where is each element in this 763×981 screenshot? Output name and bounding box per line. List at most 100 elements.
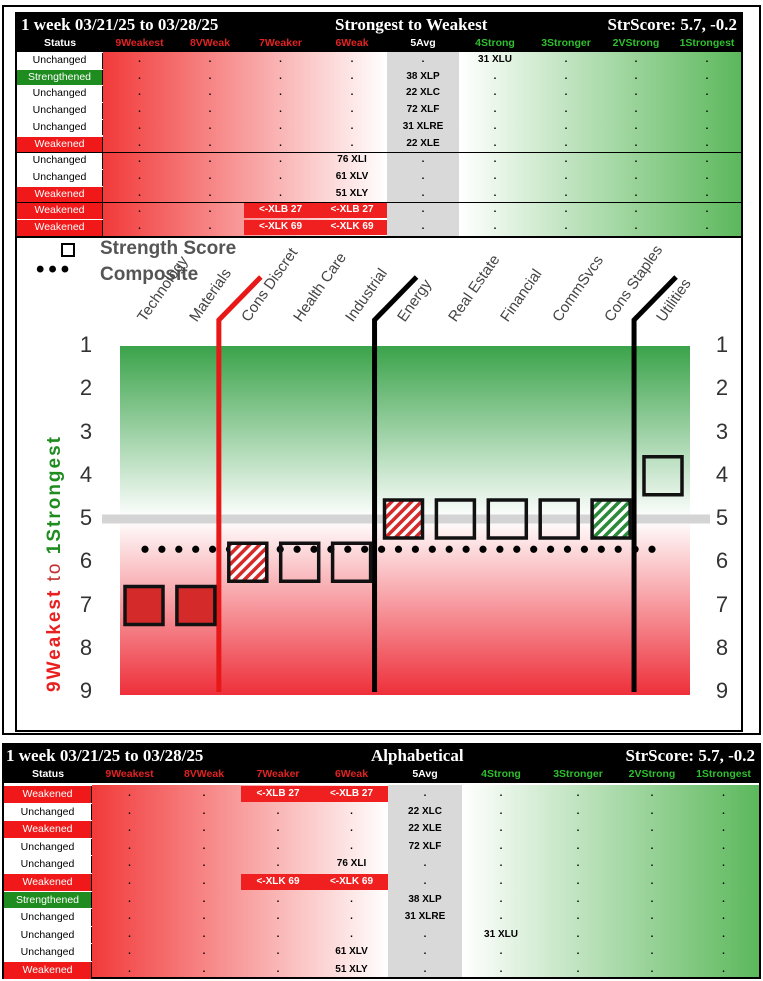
table-cell: . bbox=[138, 104, 141, 116]
table-cell: 31 XLU bbox=[484, 928, 518, 940]
table-cell: . bbox=[350, 120, 354, 132]
table-cell: 22 XLC bbox=[408, 805, 442, 817]
rank-tick-right: 3 bbox=[715, 418, 729, 444]
table-cell: . bbox=[576, 788, 580, 799]
status-badge: Strengthened bbox=[4, 891, 92, 909]
column-header: 6Weak bbox=[335, 37, 369, 49]
table-cell: . bbox=[421, 154, 425, 166]
bottom-strscore: StrScore: 5.7, -0.2 bbox=[625, 746, 755, 765]
table-cell: . bbox=[421, 187, 425, 199]
status-badge: Unchanged bbox=[17, 53, 103, 69]
table-cell: . bbox=[576, 928, 580, 940]
status-badge: Weakened bbox=[17, 203, 103, 219]
table-cell: . bbox=[493, 120, 497, 132]
table-cell: . bbox=[564, 170, 568, 182]
table-cell: . bbox=[350, 823, 353, 835]
table-cell: <-XLK 69 bbox=[315, 874, 388, 890]
legend-label-composite: Composite bbox=[100, 264, 199, 285]
chart-panel bbox=[15, 238, 743, 732]
table-cell: 31 XLU bbox=[478, 54, 512, 65]
table-cell: . bbox=[279, 54, 282, 65]
table-cell: . bbox=[276, 858, 280, 870]
table-cell: . bbox=[208, 154, 212, 166]
table-row: Weakened.. <-XLB 27 <-XLB 27..... bbox=[4, 785, 759, 803]
column-header: 3Stronger bbox=[553, 768, 603, 780]
table-row: Unchanged.... 22 XLC.... bbox=[4, 803, 759, 821]
rank-tick-left: 8 bbox=[79, 634, 93, 660]
rank-tick-left: 4 bbox=[79, 461, 93, 487]
table-cell: . bbox=[564, 70, 568, 82]
rank-tick-left: 9 bbox=[79, 678, 93, 703]
table-cell: . bbox=[208, 170, 212, 182]
status-badge: Unchanged bbox=[4, 838, 92, 856]
table-cell: <-XLB 27 bbox=[315, 786, 388, 802]
table-cell: . bbox=[128, 876, 131, 887]
status-badge: Weakened bbox=[17, 136, 103, 153]
table-cell: . bbox=[722, 928, 725, 940]
table-row: Strengthened.... 38 XLP.... bbox=[17, 69, 741, 86]
table-cell: . bbox=[350, 54, 354, 65]
table-cell: . bbox=[128, 823, 131, 835]
top-table: 1 week 03/21/25 to 03/28/25 Strongest to… bbox=[15, 12, 743, 238]
table-cell: . bbox=[138, 221, 141, 232]
table-cell: . bbox=[423, 858, 427, 870]
table-cell: . bbox=[576, 946, 580, 958]
table-row: Weakened.... 22 XLE.... bbox=[17, 136, 741, 153]
table-cell: . bbox=[138, 137, 141, 149]
table-cell: . bbox=[423, 964, 427, 975]
bottom-column-headers: Status 9Weakest 8VWeak 7Weaker 6Weak 5Avg 4Str… bbox=[4, 767, 759, 783]
column-header: Status bbox=[43, 37, 77, 49]
table-cell: . bbox=[138, 187, 141, 199]
table-cell: 61 XLV bbox=[335, 170, 369, 182]
column-header: 2VStrong bbox=[612, 37, 660, 49]
status-badge: Unchanged bbox=[4, 909, 92, 926]
column-header: 6Weak bbox=[334, 768, 369, 780]
table-row: Weakened... 51 XLY..... bbox=[4, 961, 759, 979]
table-cell: . bbox=[138, 154, 141, 166]
avg-column-band bbox=[388, 785, 462, 977]
table-cell: . bbox=[705, 104, 709, 116]
status-badge: Weakened bbox=[4, 874, 92, 891]
table-cell: . bbox=[650, 823, 654, 835]
table-cell: . bbox=[650, 805, 654, 817]
table-cell: . bbox=[564, 104, 568, 116]
table-cell: . bbox=[128, 928, 131, 940]
table-cell: . bbox=[202, 823, 206, 835]
dots-icon: ••• bbox=[36, 256, 74, 283]
table-cell: . bbox=[634, 70, 638, 82]
bottom-table-header: 1 week 03/21/25 to 03/28/25 Alphabetical… bbox=[4, 745, 759, 767]
top-strscore: StrScore: 5.7, -0.2 bbox=[607, 15, 737, 34]
table-cell: . bbox=[138, 204, 141, 216]
table-cell: . bbox=[499, 823, 503, 835]
table-cell: . bbox=[576, 858, 580, 870]
table-cell: 22 XLE bbox=[406, 137, 440, 149]
table-cell: . bbox=[208, 120, 212, 132]
table-cell: . bbox=[705, 204, 709, 216]
table-cell: . bbox=[128, 788, 131, 799]
table-cell: . bbox=[279, 70, 282, 82]
table-cell: . bbox=[276, 805, 280, 817]
table-cell: . bbox=[499, 805, 503, 817]
column-header: 1Strongest bbox=[679, 37, 735, 49]
table-cell: . bbox=[564, 120, 568, 132]
top-period: 1 week 03/21/25 to 03/28/25 bbox=[21, 15, 219, 34]
table-row: Unchanged.... 72 XLF.... bbox=[4, 838, 759, 856]
table-cell: . bbox=[722, 964, 725, 975]
table-cell: . bbox=[722, 805, 725, 817]
table-cell: . bbox=[493, 104, 497, 116]
table-cell: <-XLK 69 bbox=[317, 220, 387, 235]
rank-tick-right: 9 bbox=[715, 678, 729, 703]
table-cell: . bbox=[208, 137, 212, 149]
column-header: 3Stronger bbox=[541, 37, 591, 49]
table-row: Unchanged..... 31 XLU... bbox=[4, 926, 759, 944]
table-cell: . bbox=[138, 54, 141, 65]
table-cell: . bbox=[493, 70, 497, 82]
table-cell: . bbox=[128, 946, 131, 958]
rank-tick-right: 1 bbox=[715, 332, 729, 357]
table-cell: <-XLB 27 bbox=[317, 203, 387, 218]
table-cell: . bbox=[350, 893, 353, 905]
rank-tick-right: 2 bbox=[715, 375, 729, 401]
table-cell: . bbox=[208, 187, 212, 199]
table-cell: . bbox=[722, 946, 725, 958]
table-cell: . bbox=[705, 70, 709, 82]
